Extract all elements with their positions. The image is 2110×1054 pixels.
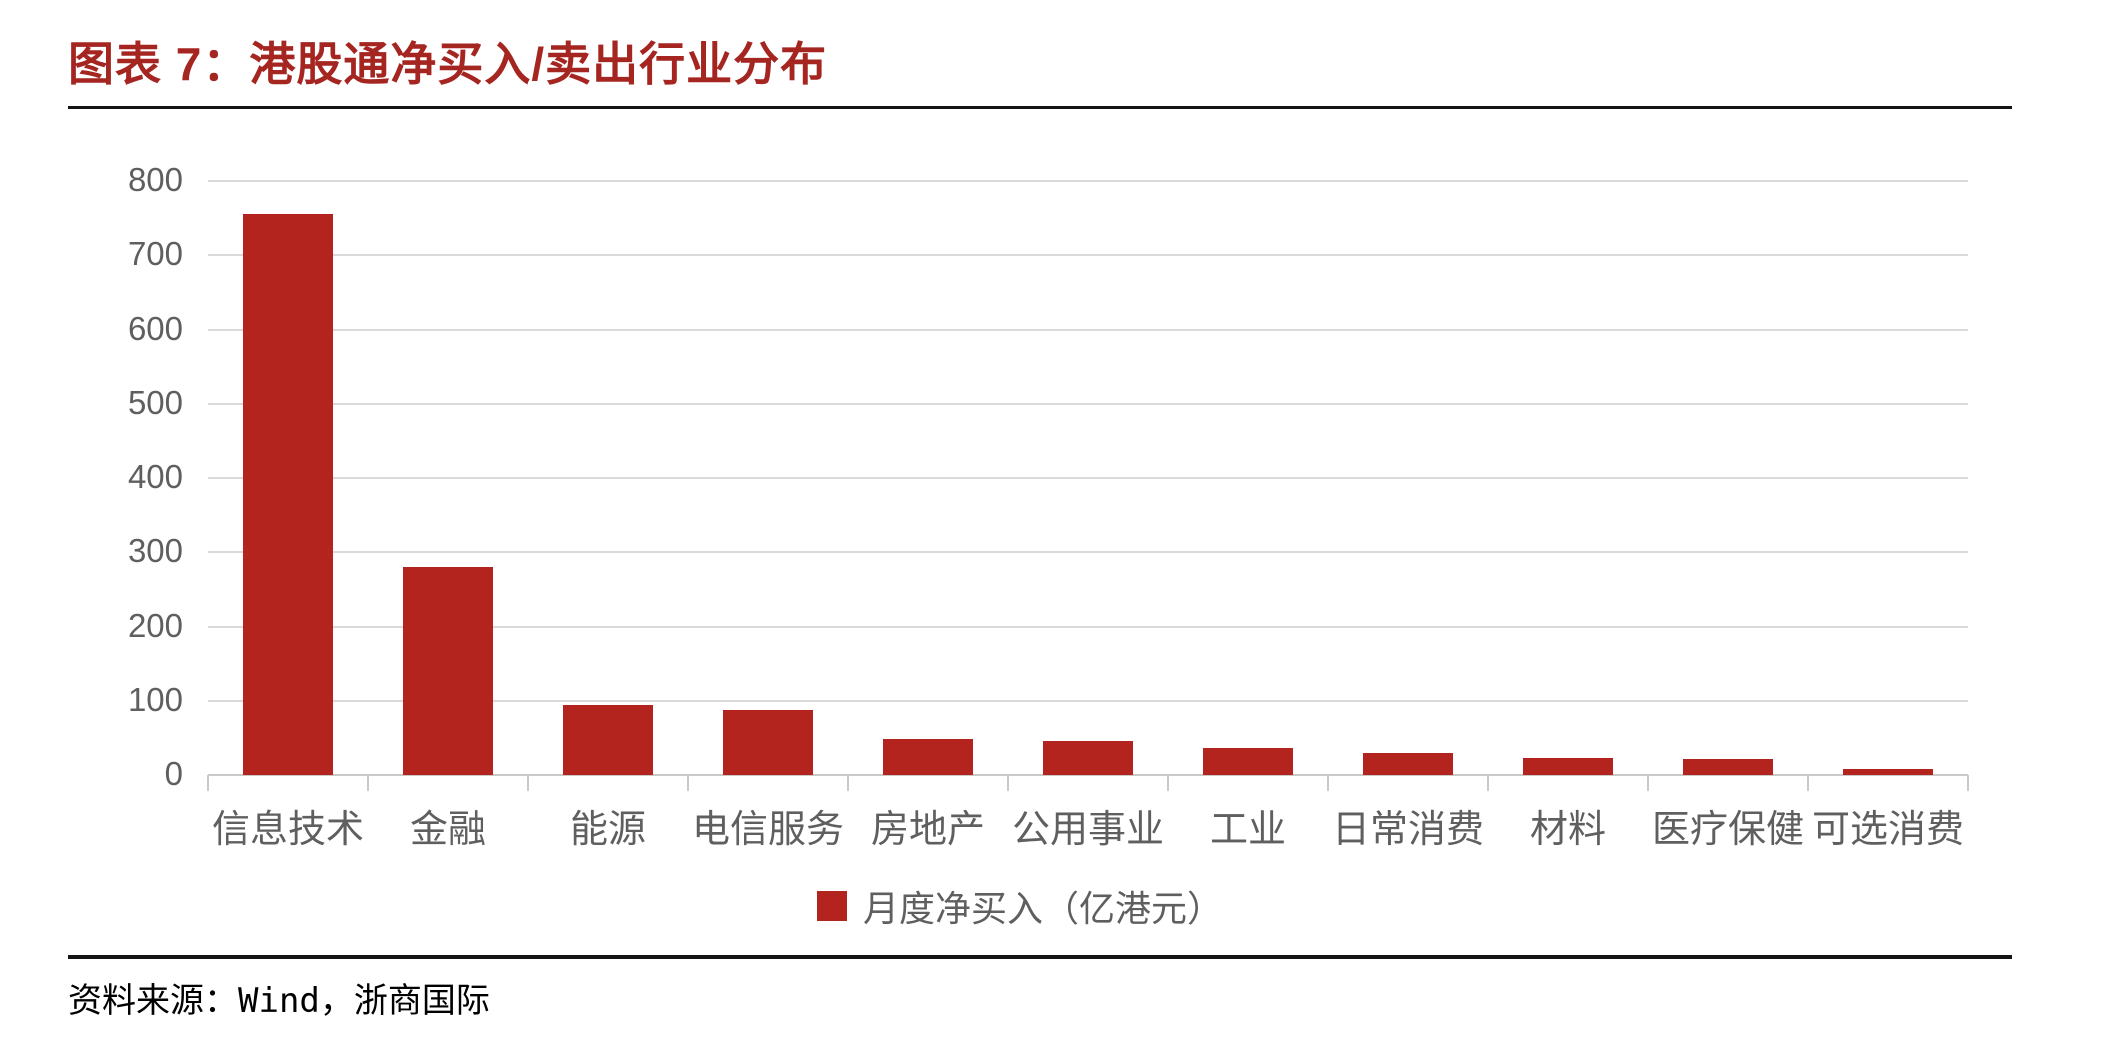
y-gridline [208, 551, 1968, 554]
bar [243, 214, 333, 775]
x-axis-category-label: 电信服务 [691, 809, 844, 851]
y-gridline [208, 180, 1968, 182]
x-axis-tick [367, 775, 369, 791]
x-axis-category-label: 材料 [1529, 809, 1606, 851]
title-divider-line [68, 106, 2012, 109]
y-gridline [208, 699, 1968, 702]
x-axis-category-label: 工业 [1209, 809, 1286, 851]
x-axis-tick [847, 775, 849, 791]
x-axis-tick [1007, 775, 1009, 791]
y-axis-tick-label: 100 [127, 680, 183, 718]
x-axis-tick [1807, 775, 1809, 791]
x-axis-tick [527, 775, 529, 791]
bar [403, 567, 493, 775]
figure-title: 图表 7：港股通净买入/卖出行业分布 [68, 38, 828, 90]
x-axis-tick [1327, 775, 1329, 791]
y-axis-tick-label: 600 [127, 309, 183, 347]
x-axis-category-label: 可选消费 [1811, 809, 1964, 851]
bar [883, 739, 973, 775]
bar [1043, 740, 1133, 775]
chart-legend: 月度净买入（亿港元） [140, 880, 1900, 932]
y-axis-tick-label: 500 [127, 383, 183, 421]
y-axis-tick-label: 800 [127, 161, 183, 198]
bar [1363, 752, 1453, 775]
y-axis-tick-label: 700 [127, 235, 183, 273]
y-gridline [208, 328, 1968, 331]
y-axis-tick-label: 400 [127, 458, 183, 495]
bar [1843, 769, 1933, 775]
x-axis-tick [207, 775, 209, 791]
x-axis-category-label: 信息技术 [211, 809, 364, 851]
y-axis-tick-label: 300 [127, 532, 183, 570]
y-gridline [208, 402, 1968, 405]
bar [1203, 747, 1293, 775]
y-gridline [208, 477, 1968, 479]
x-axis-category-label: 房地产 [870, 809, 985, 851]
legend-label: 月度净买入（亿港元） [862, 888, 1223, 929]
x-axis-category-label: 能源 [569, 809, 646, 851]
source-note: 资料来源：Wind，浙商国际 [68, 981, 490, 1021]
footer-divider-line [68, 955, 2012, 959]
x-axis-category-label: 日常消费 [1331, 809, 1484, 851]
x-axis-category-label: 公用事业 [1011, 809, 1164, 851]
x-axis-category-label: 医疗保健 [1651, 809, 1804, 851]
bar [1683, 758, 1773, 775]
x-axis-tick [687, 775, 689, 791]
y-gridline [208, 254, 1968, 257]
x-axis-tick [1967, 775, 1969, 791]
x-axis-tick [1487, 775, 1489, 791]
x-axis-category-label: 金融 [409, 809, 486, 851]
x-axis-tick [1647, 775, 1649, 791]
x-axis-line [208, 774, 1968, 776]
y-axis-tick-label: 0 [164, 755, 183, 792]
bar [723, 710, 813, 775]
bar [1523, 757, 1613, 775]
y-axis-tick-label: 200 [127, 606, 183, 644]
bar [563, 705, 653, 775]
x-axis-tick [1167, 775, 1169, 791]
legend-swatch-icon [816, 891, 847, 921]
y-gridline [208, 625, 1968, 628]
